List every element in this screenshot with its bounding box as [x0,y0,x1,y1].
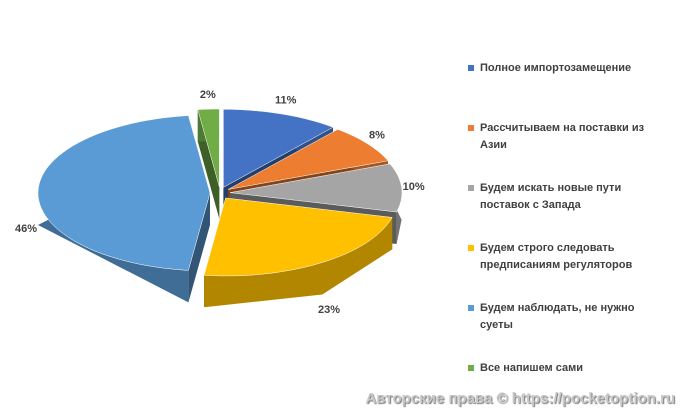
legend-item: Рассчитываем на поставки из Азии [468,120,668,154]
legend-item: Все напишем сами [468,360,668,377]
tops [37,108,403,277]
data-label: 23% [318,304,340,316]
pie-slice [227,129,389,190]
slice-side [188,193,210,303]
legend-swatch [468,185,474,191]
legend-swatch [468,245,474,251]
legend-swatch [468,65,474,71]
data-label: 2% [200,89,216,101]
legend-item: Будем наблюдать, не нужно суеты [468,300,668,334]
legend-label: Будем строго следовать предписаниям регу… [480,242,633,271]
pie-slice [223,109,334,188]
legend-item: Полное импортозамещение [468,60,668,77]
data-label: 10% [403,181,425,193]
legend-swatch [468,305,474,311]
legend-label: Все напишем сами [480,362,584,374]
pie-slice [229,163,403,213]
legend-item: Будем искать новые пути поставок с Запад… [468,180,668,214]
legend-label: Полное импортозамещение [480,62,632,74]
legend-item: Будем строго следовать предписаниям регу… [468,240,668,274]
pie-slice [203,197,393,277]
watermark: Авторские права © https://pocketoption.r… [365,390,675,407]
pie-slice [37,115,211,271]
data-label: 11% [275,95,297,107]
data-label: 46% [15,223,37,235]
legend-label: Будем искать новые пути поставок с Запад… [480,182,622,211]
legend-swatch [468,365,474,371]
legend-label: Будем наблюдать, не нужно суеты [480,302,635,331]
slice-side [204,217,393,308]
pie-slice [197,108,220,188]
legend-swatch [468,125,474,131]
legend-label: Рассчитываем на поставки из Азии [480,122,645,151]
data-label: 8% [369,129,385,141]
